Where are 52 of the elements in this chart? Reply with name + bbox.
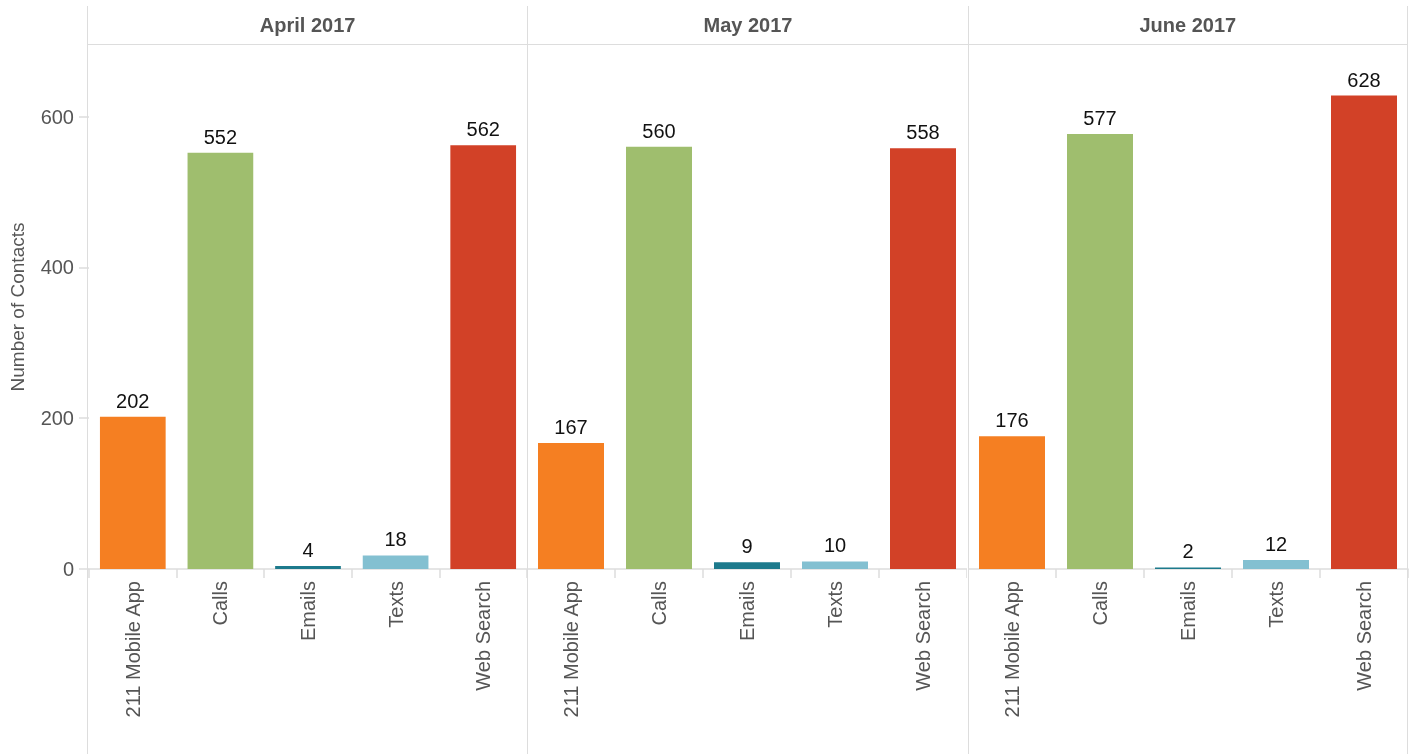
bar [99,416,166,569]
data-label: 9 [741,535,753,558]
x-tick-label: Emails [736,581,759,642]
y-axis-title: Number of Contacts [7,222,28,392]
x-tick-label: 211 Mobile App [560,581,583,718]
x-tick-label: Texts [1264,581,1287,628]
x-tick-label: Calls [209,581,232,626]
bar [714,562,781,569]
x-tick-label: Calls [1088,581,1111,626]
data-label: 577 [1082,106,1117,129]
x-tick-label: Emails [297,581,319,642]
bar [362,555,429,569]
x-tick-label: 211 Mobile App [121,581,144,718]
bar [1330,95,1397,569]
x-tick-label: Web Search [472,581,495,691]
data-label: 12 [1264,532,1287,555]
x-tick-label: Emails [1176,581,1199,642]
data-label: 176 [994,409,1029,432]
chart-title: May 2017 [528,6,968,45]
bar [978,436,1045,569]
data-label: 552 [203,125,238,148]
data-label: 628 [1346,68,1381,91]
chart-title: April 2017 [88,6,528,45]
bar [626,146,693,569]
bar [890,148,957,569]
y-tick-label: 0 [62,558,74,580]
x-tick-label: Texts [824,581,847,628]
data-label: 10 [824,534,847,557]
data-label: 202 [116,389,150,412]
y-tick-label: 200 [40,407,74,430]
x-tick-label: Web Search [1352,581,1375,691]
bar [538,443,605,569]
bar [1242,559,1309,569]
bar [802,561,869,569]
bar [1066,133,1133,569]
y-tick-label: 600 [40,105,74,128]
y-tick-label: 400 [40,256,74,279]
data-label: 2 [1182,540,1194,563]
x-tick-label: Web Search [912,581,935,691]
data-label: 4 [302,538,314,561]
x-tick-label: 211 Mobile App [1000,581,1023,718]
chart-title: June 2017 [968,6,1407,45]
x-tick-label: Texts [384,581,407,628]
data-label: 18 [384,528,407,551]
bar [275,565,341,569]
x-tick-label: Calls [648,581,671,626]
data-label: 560 [642,119,677,142]
bar [187,152,254,569]
bar [450,145,517,569]
data-label: 562 [466,118,500,141]
data-label: 167 [554,416,589,439]
data-label: 558 [906,121,941,144]
